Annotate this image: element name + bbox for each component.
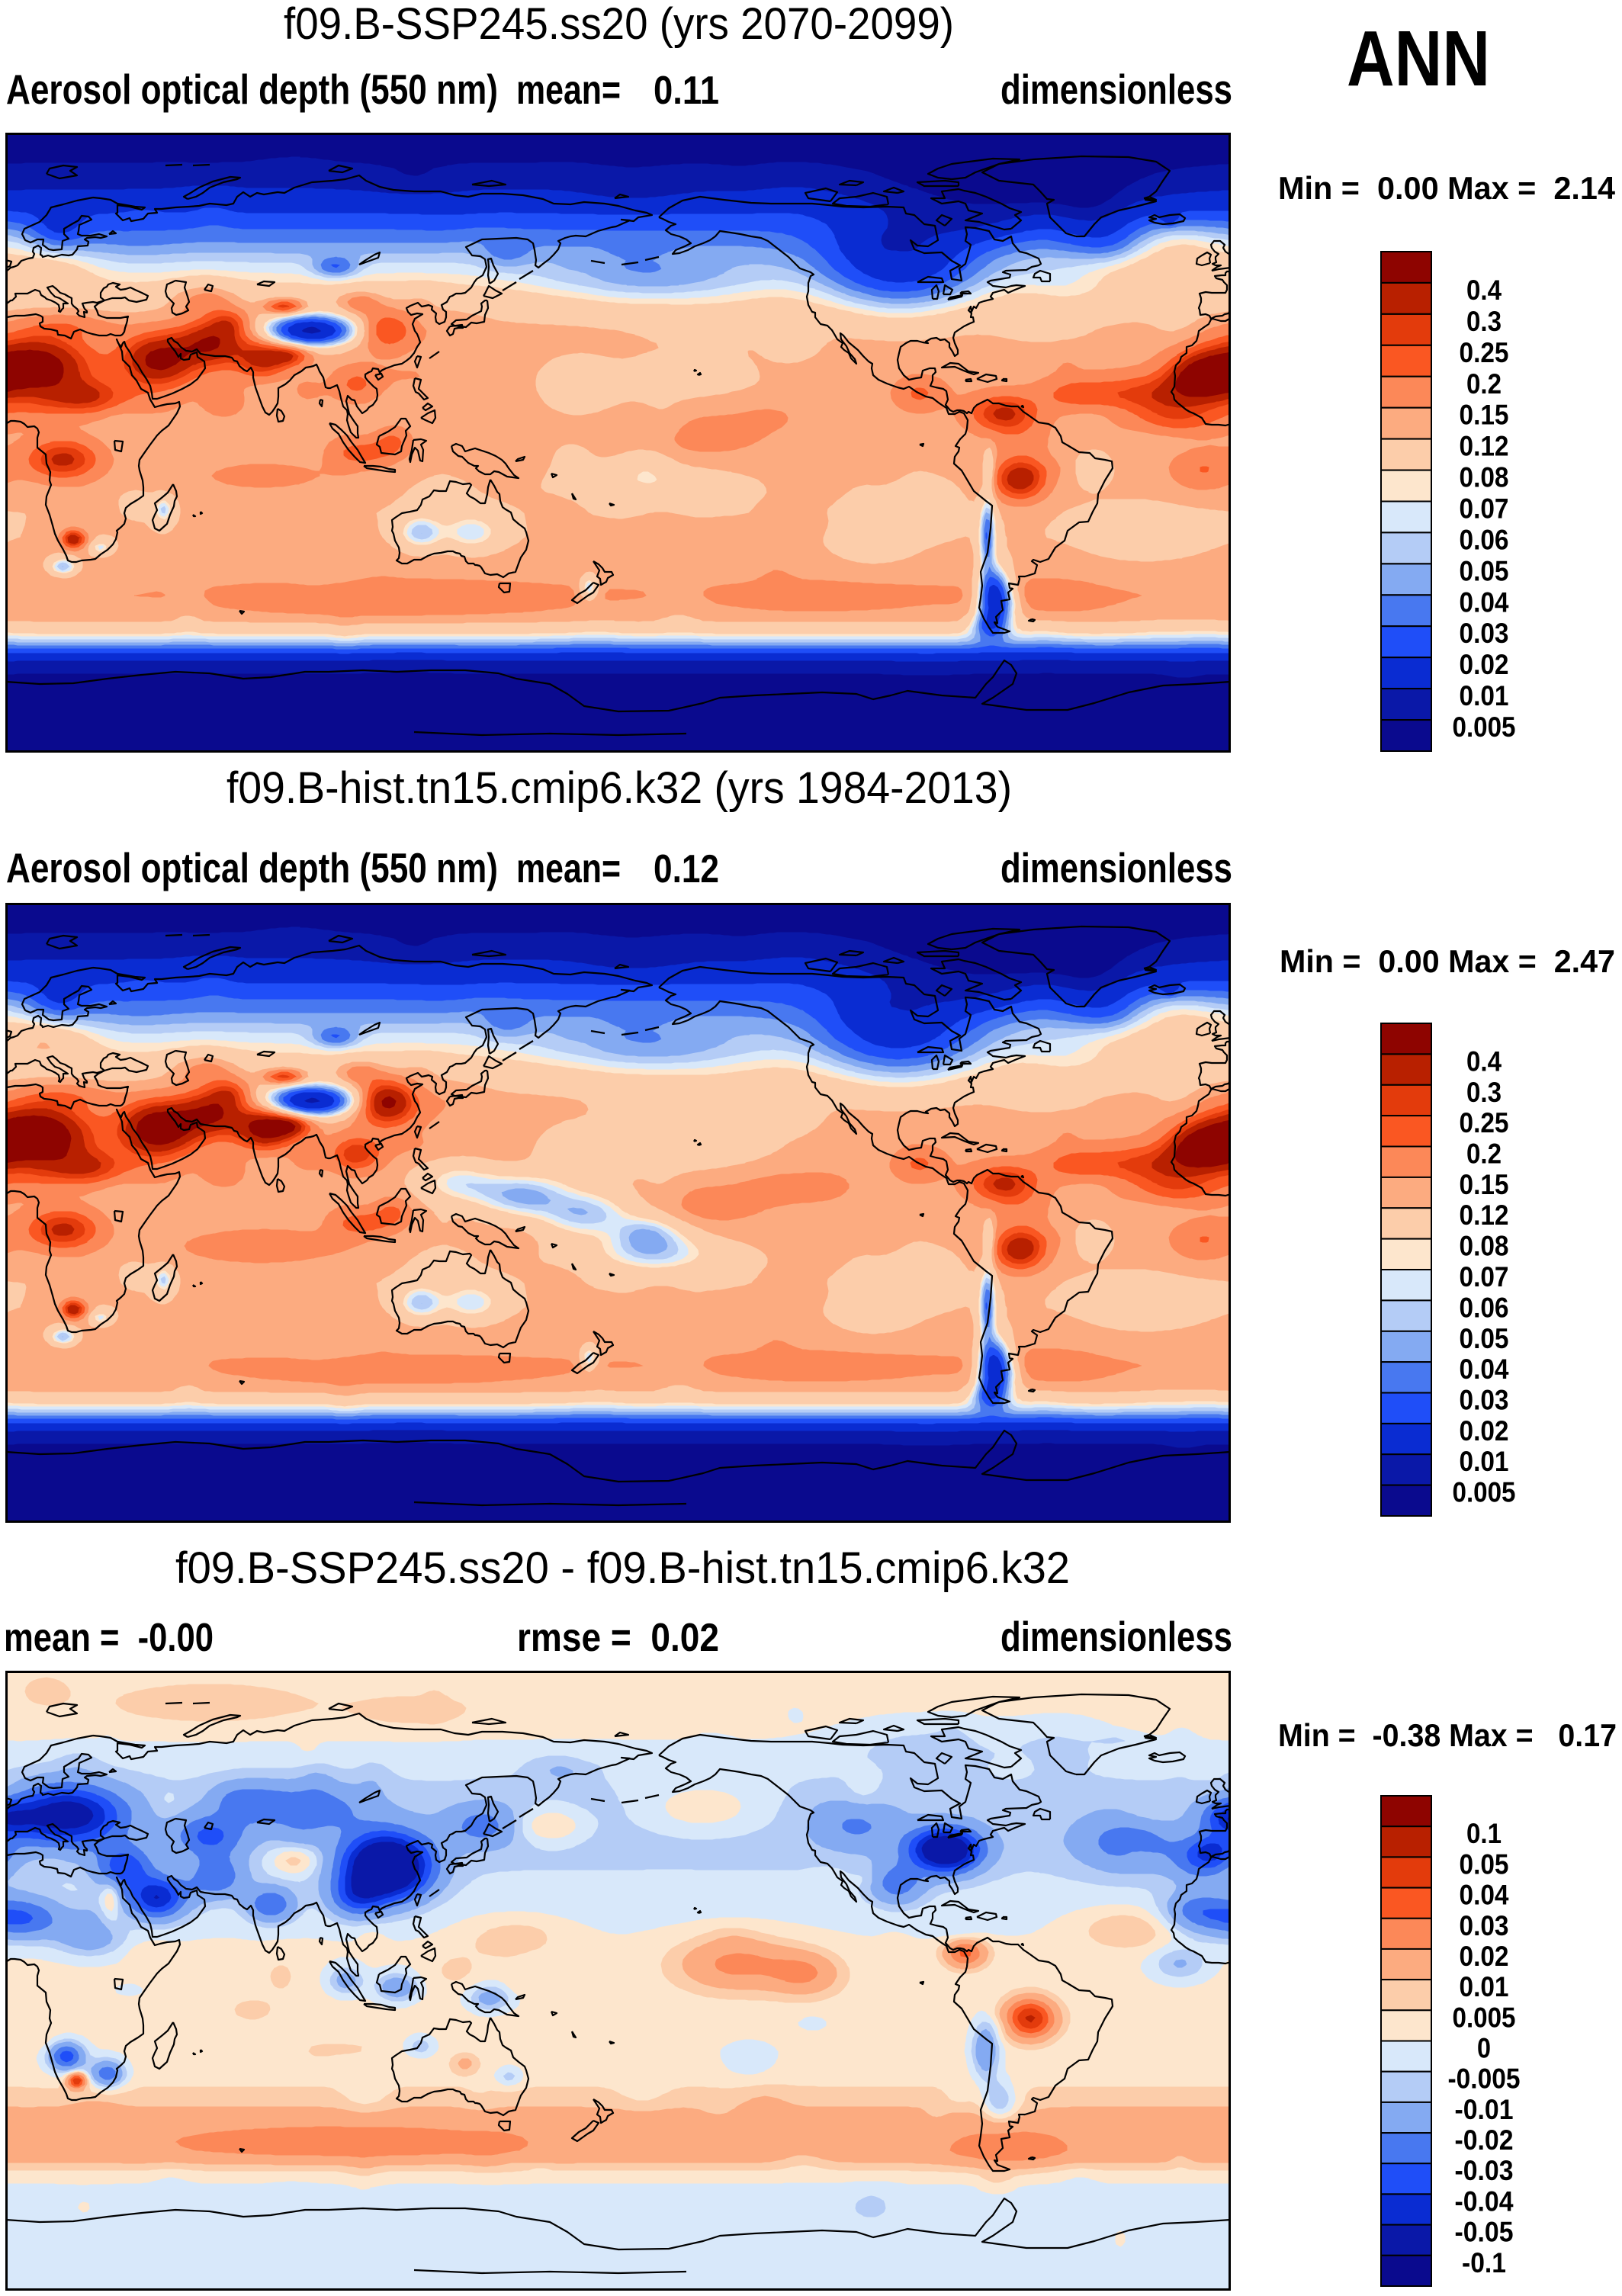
svg-text:0.005: 0.005 [1453, 711, 1516, 743]
svg-text:Aerosol optical depth (550 nm): Aerosol optical depth (550 nm) [6, 66, 498, 113]
svg-text:dimensionless: dimensionless [1001, 1613, 1232, 1660]
svg-text:0.2: 0.2 [1466, 368, 1502, 400]
svg-text:-0.05: -0.05 [1455, 2217, 1514, 2248]
svg-text:0.07: 0.07 [1460, 493, 1509, 525]
svg-text:mean=: mean= [516, 67, 621, 113]
svg-text:0.08: 0.08 [1460, 1231, 1509, 1262]
svg-text:mean = -0.00: mean = -0.00 [4, 1616, 214, 1660]
svg-text:0.05: 0.05 [1460, 1848, 1509, 1880]
svg-text:0.04: 0.04 [1460, 1354, 1509, 1385]
svg-text:0.15: 0.15 [1460, 1169, 1509, 1200]
svg-text:0.05: 0.05 [1460, 555, 1509, 586]
svg-text:-0.1: -0.1 [1462, 2247, 1506, 2278]
svg-text:0.4: 0.4 [1466, 275, 1502, 306]
svg-text:f09.B-hist.tn15.cmip6.k32 (yrs: f09.B-hist.tn15.cmip6.k32 (yrs 1984-2013… [226, 763, 1012, 813]
svg-text:dimensionless: dimensionless [1001, 844, 1232, 891]
svg-text:0.25: 0.25 [1460, 1107, 1509, 1138]
svg-text:0.05: 0.05 [1460, 1323, 1509, 1354]
svg-text:0.03: 0.03 [1460, 618, 1509, 649]
svg-text:0.2: 0.2 [1466, 1138, 1502, 1170]
svg-text:Min = 0.00 Max = 2.47: Min = 0.00 Max = 2.47 [1280, 943, 1615, 979]
svg-text:-0.01: -0.01 [1455, 2094, 1514, 2125]
svg-text:0.3: 0.3 [1466, 1077, 1502, 1108]
svg-text:rmse = 0.02: rmse = 0.02 [517, 1616, 719, 1660]
svg-text:0.01: 0.01 [1460, 1446, 1509, 1477]
svg-text:0.07: 0.07 [1460, 1261, 1509, 1293]
svg-text:0.4: 0.4 [1466, 1045, 1502, 1077]
svg-text:0.1: 0.1 [1466, 1818, 1502, 1849]
svg-text:-0.03: -0.03 [1455, 2155, 1514, 2186]
svg-text:-0.04: -0.04 [1455, 2185, 1514, 2217]
svg-text:-0.005: -0.005 [1448, 2063, 1521, 2095]
svg-text:Min = 0.00 Max = 2.14: Min = 0.00 Max = 2.14 [1278, 170, 1616, 206]
svg-text:dimensionless: dimensionless [1001, 66, 1232, 113]
svg-text:ANN: ANN [1347, 14, 1490, 102]
svg-text:0: 0 [1477, 2033, 1491, 2064]
svg-text:0.02: 0.02 [1460, 1941, 1509, 1972]
svg-text:0.06: 0.06 [1460, 1292, 1509, 1323]
svg-text:0.15: 0.15 [1460, 400, 1509, 431]
svg-text:0.005: 0.005 [1453, 2002, 1516, 2033]
svg-text:0.03: 0.03 [1460, 1910, 1509, 1941]
svg-text:0.01: 0.01 [1460, 1971, 1509, 2002]
svg-text:0.3: 0.3 [1466, 306, 1502, 337]
svg-text:0.04: 0.04 [1460, 586, 1509, 618]
svg-text:0.06: 0.06 [1460, 524, 1509, 555]
svg-text:0.03: 0.03 [1460, 1385, 1509, 1416]
svg-text:Min = -0.38 Max = 0.17: Min = -0.38 Max = 0.17 [1278, 1717, 1617, 1753]
svg-text:0.25: 0.25 [1460, 337, 1509, 368]
svg-text:0.08: 0.08 [1460, 462, 1509, 493]
svg-text:0.12: 0.12 [1460, 1199, 1509, 1231]
svg-text:f09.B-SSP245.ss20 - f09.B-hist: f09.B-SSP245.ss20 - f09.B-hist.tn15.cmip… [175, 1543, 1070, 1593]
svg-text:0.02: 0.02 [1460, 1415, 1509, 1447]
svg-text:f09.B-SSP245.ss20 (yrs 2070-20: f09.B-SSP245.ss20 (yrs 2070-2099) [284, 0, 954, 49]
svg-text:0.02: 0.02 [1460, 649, 1509, 680]
svg-text:0.12: 0.12 [1460, 431, 1509, 462]
svg-text:Aerosol optical depth (550 nm): Aerosol optical depth (550 nm) [6, 844, 498, 891]
svg-text:0.01: 0.01 [1460, 680, 1509, 711]
svg-text:-0.02: -0.02 [1455, 2124, 1514, 2156]
svg-text:mean=: mean= [516, 846, 621, 891]
svg-text:0.12: 0.12 [654, 847, 719, 891]
svg-text:0.04: 0.04 [1460, 1880, 1509, 1911]
svg-text:0.005: 0.005 [1453, 1477, 1516, 1508]
svg-text:0.11: 0.11 [654, 69, 719, 113]
